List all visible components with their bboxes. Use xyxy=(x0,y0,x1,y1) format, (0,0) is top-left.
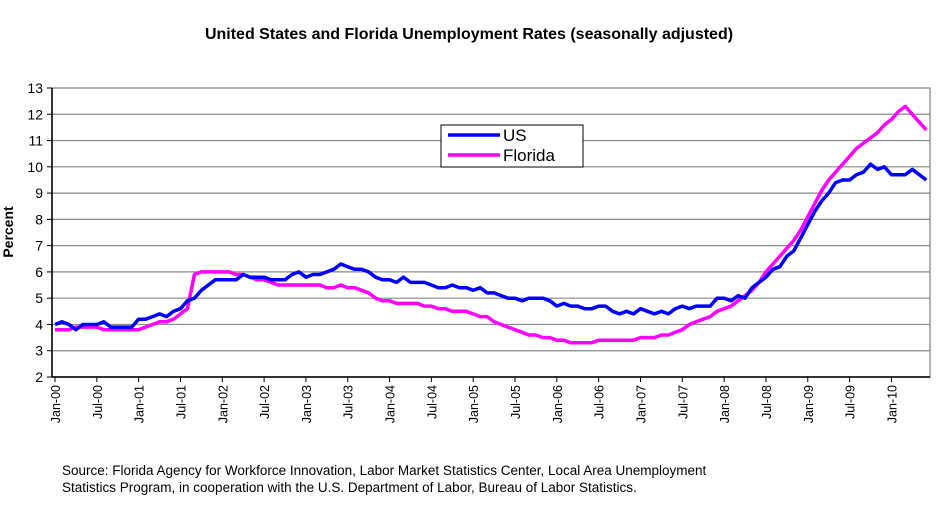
series-points-us xyxy=(54,164,927,330)
chart-title: United States and Florida Unemployment R… xyxy=(204,26,734,43)
y-tick-label: 2 xyxy=(35,369,43,385)
source-line-2: Statistics Program, in cooperation with … xyxy=(62,480,637,495)
x-tick-label: Jan-01 xyxy=(133,385,147,423)
legend-label-florida: Florida xyxy=(503,146,556,165)
x-tick-label: Jul-09 xyxy=(844,385,858,419)
y-tick-label: 13 xyxy=(27,80,43,96)
y-tick-label: 7 xyxy=(35,238,43,254)
y-tick-label: 4 xyxy=(35,316,43,332)
legend-label-us: US xyxy=(503,126,527,145)
y-tick-label: 3 xyxy=(35,343,43,359)
x-tick-label: Jul-03 xyxy=(342,385,356,419)
x-tick-label: Jul-04 xyxy=(425,385,439,419)
x-tick-label: Jan-02 xyxy=(216,385,230,423)
x-tick-label: Jan-00 xyxy=(49,385,63,423)
x-tick-label: Jul-08 xyxy=(760,385,774,419)
y-axis-label: Percent xyxy=(0,206,16,258)
x-tick-label: Jan-03 xyxy=(300,385,314,423)
series-line-florida xyxy=(55,104,928,345)
source-line-1: Source: Florida Agency for Workforce Inn… xyxy=(62,463,707,478)
y-tick-label: 12 xyxy=(27,106,43,122)
x-tick-label: Jan-10 xyxy=(885,385,899,423)
x-tick-label: Jan-04 xyxy=(384,385,398,423)
y-tick-label: 9 xyxy=(35,185,43,201)
x-tick-label: Jan-07 xyxy=(634,385,648,423)
series-points-florida xyxy=(54,106,927,343)
source-note: Source: Florida Agency for Workforce Inn… xyxy=(62,462,706,496)
x-tick-label: Jul-05 xyxy=(509,385,523,419)
x-tick-label: Jan-09 xyxy=(802,385,816,423)
y-tick-label: 10 xyxy=(27,159,43,175)
x-tick-label: Jul-00 xyxy=(91,385,105,419)
x-tick-label: Jul-07 xyxy=(676,385,690,419)
x-tick-label: Jan-06 xyxy=(551,385,565,423)
y-tick-label: 8 xyxy=(35,211,43,227)
series-line-us xyxy=(54,162,928,332)
legend-box xyxy=(440,124,584,168)
x-tick-label: Jan-08 xyxy=(718,385,732,423)
x-tick-label: Jan-05 xyxy=(467,385,481,423)
y-tick-label: 5 xyxy=(35,290,43,306)
x-tick-label: Jul-06 xyxy=(593,385,607,419)
y-tick-label: 11 xyxy=(28,133,43,149)
y-tick-label: 6 xyxy=(35,264,43,280)
x-tick-label: Jul-01 xyxy=(174,385,188,419)
x-tick-label: Jul-02 xyxy=(258,385,272,419)
